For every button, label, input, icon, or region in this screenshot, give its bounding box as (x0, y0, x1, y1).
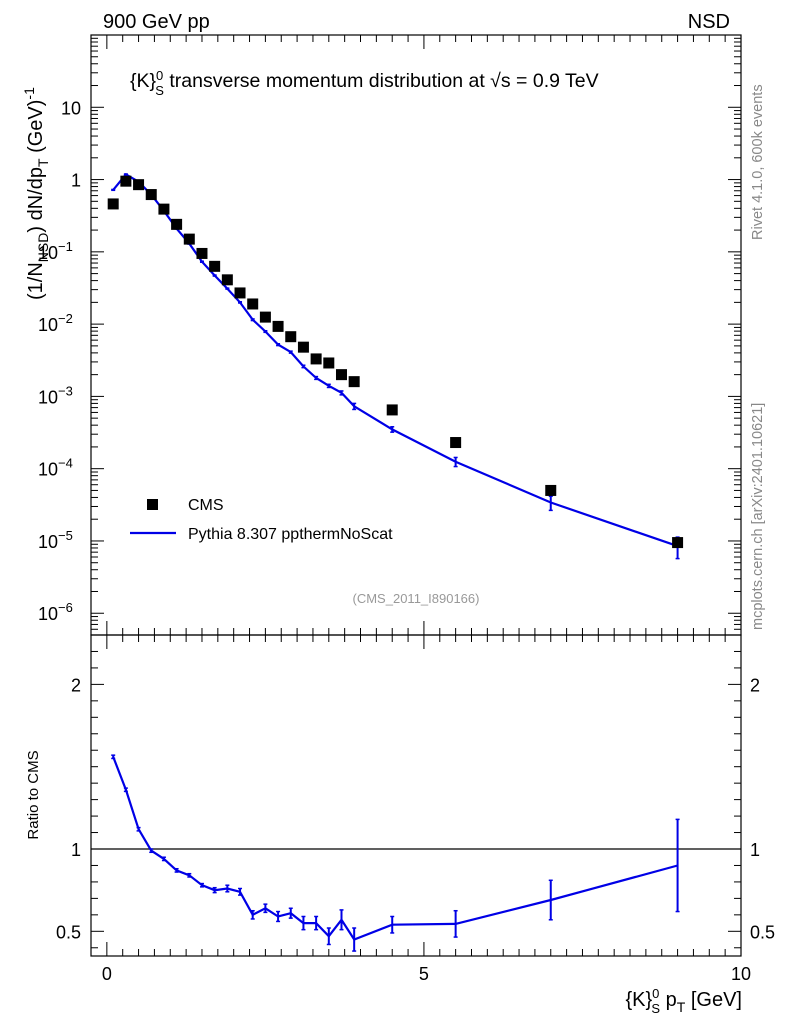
ratio-ytick-label-right: 1 (750, 840, 760, 860)
data-point (310, 353, 322, 365)
header-left: 900 GeV pp (103, 11, 210, 33)
legend-mc-label: Pythia 8.307 ppthermNoScat (188, 526, 393, 543)
data-point (297, 341, 309, 353)
data-point (672, 537, 684, 549)
ratio-xtick-label: 0 (102, 964, 112, 984)
mc-line (112, 172, 678, 548)
data-point (171, 218, 183, 230)
data-point (348, 376, 360, 388)
data-point (234, 287, 246, 299)
ratio-series (111, 754, 680, 952)
ratio-ytick-label-left: 0.5 (56, 922, 81, 942)
data-point (120, 175, 132, 187)
data-point (259, 311, 271, 323)
main-ytick-label: 10−5 (38, 528, 73, 552)
main-ytick-label: 10−4 (38, 456, 73, 480)
data-point (247, 298, 259, 310)
ratio-line (112, 756, 678, 941)
data-point (158, 203, 170, 215)
data-point (285, 331, 297, 343)
ratio-xtick-label: 10 (731, 964, 751, 984)
data-point (209, 260, 221, 272)
ratio-xlabel: {K}0 S pT [GeV] (625, 986, 742, 1016)
mcplots-label: mcplots.cern.ch [arXiv:2401.10621] (750, 403, 766, 630)
data-point (183, 233, 195, 245)
legend-data-label: CMS (188, 497, 224, 514)
main-ytick-label: 10−3 (38, 383, 73, 407)
data-point (133, 179, 145, 191)
chart-title: {K}0 S transverse momentum distribution a… (130, 68, 599, 98)
main-ytick-label: 10−1 (38, 239, 73, 263)
legend-data-marker (147, 499, 158, 510)
data-point (545, 484, 557, 496)
main-ytick-label: 10−6 (38, 600, 73, 624)
data-point (221, 274, 233, 286)
analysis-tag: (CMS_2011_I890166) (353, 591, 480, 606)
ratio-axis-ticks: 0 5 10 0.5 0.5 1 1 2 2 (56, 635, 775, 984)
ratio-frame (90, 634, 742, 957)
main-frame (90, 34, 742, 636)
main-ylabel: (1/NNSD) dN/dpT (GeV)-1 (21, 87, 51, 300)
data-point (145, 189, 157, 201)
data-point (272, 320, 284, 332)
data-point (450, 437, 462, 449)
main-ytick-label: 10−2 (38, 311, 73, 335)
data-series (107, 175, 684, 549)
ratio-ytick-label-left: 2 (71, 675, 81, 695)
ratio-ylabel: Ratio to CMS (25, 750, 42, 839)
data-point (335, 369, 347, 381)
data-point (107, 198, 119, 210)
main-ytick-label: 10 (61, 98, 81, 118)
legend: CMS Pythia 8.307 ppthermNoScat (130, 497, 393, 543)
header-right: NSD (688, 11, 730, 33)
ratio-ytick-label-right: 0.5 (750, 922, 775, 942)
rivet-label: Rivet 4.1.0, 600k events (750, 84, 766, 240)
ratio-xtick-label: 5 (419, 964, 429, 984)
data-point (196, 247, 208, 259)
data-point (386, 404, 398, 416)
main-ytick-label: 1 (71, 171, 81, 191)
data-point (323, 357, 335, 369)
ratio-ytick-label-right: 2 (750, 675, 760, 695)
main-axis-ticks: 10 1 10−1 10−2 10−3 10−4 10−5 10−6 (38, 34, 742, 636)
ratio-ytick-label-left: 1 (71, 840, 81, 860)
